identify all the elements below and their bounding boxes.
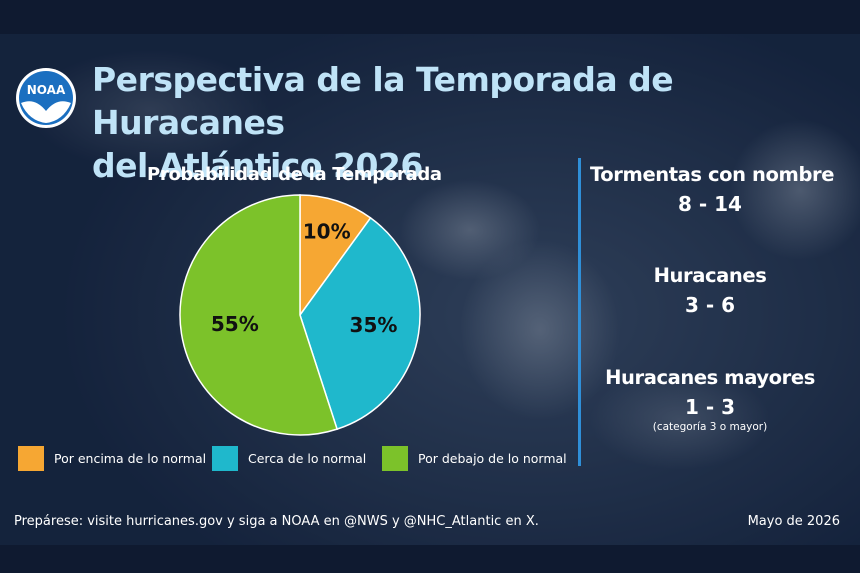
legend-item-cerca: Cerca de lo normal bbox=[212, 446, 366, 471]
logo-text: NOAA bbox=[27, 83, 66, 97]
legend-item-por-encima: Por encima de lo normal bbox=[18, 446, 206, 471]
stat-major-hurricanes: Huracanes mayores 1 - 3 (categoría 3 o m… bbox=[590, 366, 830, 433]
bottom-bar bbox=[0, 545, 860, 573]
stat-note: (categoría 3 o mayor) bbox=[652, 421, 768, 433]
stat-hurricanes: Huracanes 3 - 6 bbox=[590, 264, 830, 317]
legend-item-por-debajo: Por debajo de lo normal bbox=[382, 446, 567, 471]
stat-named-storms: Tormentas con nombre 8 - 14 bbox=[590, 163, 835, 216]
noaa-logo: NOAA bbox=[16, 68, 76, 128]
slice-por-encima bbox=[299, 194, 372, 318]
legend-swatch-cerca bbox=[212, 446, 238, 471]
slice-cerca bbox=[299, 216, 421, 431]
page-title: Perspectiva de la Temporada de Huracanes… bbox=[92, 58, 852, 187]
stat-value: 1 - 3 bbox=[684, 395, 736, 419]
title-line-1: Perspectiva de la Temporada de Huracanes bbox=[92, 60, 674, 142]
legend-swatch-por-debajo bbox=[382, 446, 408, 471]
slice-label-por-encima: 10% bbox=[303, 219, 351, 243]
divider-line bbox=[578, 158, 581, 466]
legend-label-cerca: Cerca de lo normal bbox=[248, 451, 367, 466]
stat-value: 3 - 6 bbox=[684, 293, 736, 317]
pie-chart: 10% 35% 55% bbox=[179, 194, 421, 436]
legend-label-por-debajo: Por debajo de lo normal bbox=[418, 451, 567, 466]
title-line-2: del Atlántico 2026 bbox=[92, 146, 423, 185]
stat-label: Tormentas con nombre bbox=[590, 163, 835, 186]
footer-prepare-text: Prepárese: visite hurricanes.gov y siga … bbox=[14, 514, 539, 529]
stat-label: Huracanes bbox=[653, 264, 767, 287]
stat-label: Huracanes mayores bbox=[605, 366, 815, 389]
footer-date: Mayo de 2026 bbox=[747, 514, 840, 529]
slice-label-cerca: 35% bbox=[350, 313, 398, 337]
legend-label-por-encima: Por encima de lo normal bbox=[54, 451, 207, 466]
slice-label-por-debajo: 55% bbox=[211, 312, 259, 336]
stat-value: 8 - 14 bbox=[678, 192, 742, 216]
legend-swatch-por-encima bbox=[18, 446, 44, 471]
chart-title: Probabilidad de la Temporada bbox=[147, 164, 442, 185]
slice-por-debajo bbox=[179, 194, 339, 436]
top-bar bbox=[0, 0, 860, 34]
